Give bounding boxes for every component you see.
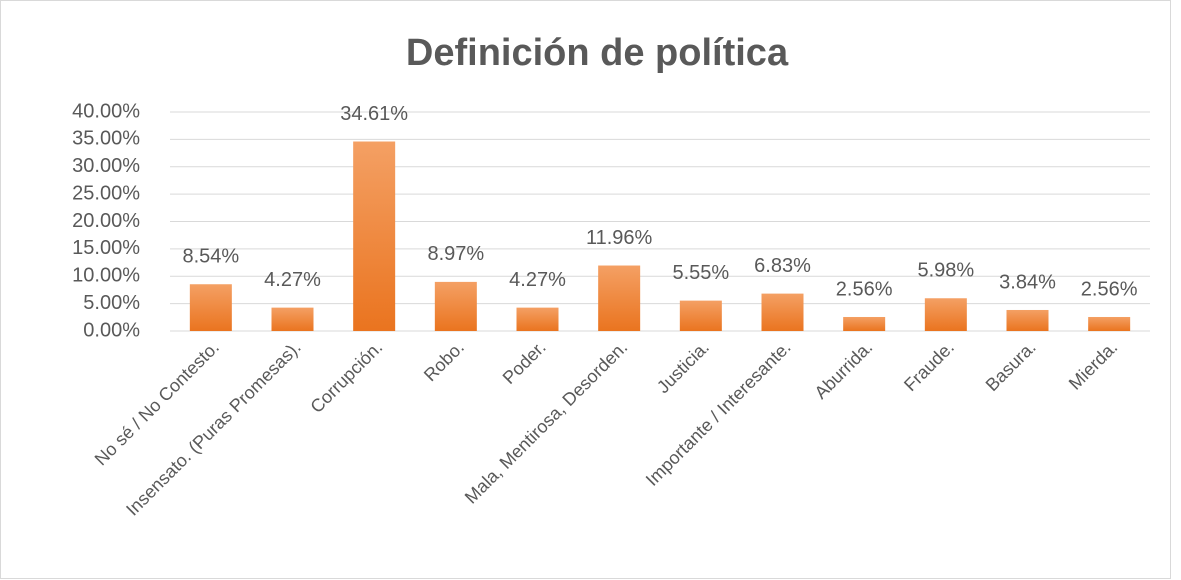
data-label: 4.27%: [509, 269, 566, 291]
y-tick-label: 35.00%: [72, 128, 140, 150]
bar: [189, 284, 232, 331]
bar: [598, 265, 641, 331]
y-tick-label: 20.00%: [72, 210, 140, 232]
y-tick-label: 10.00%: [72, 265, 140, 287]
data-label: 5.98%: [917, 260, 974, 282]
y-tick-label: 0.00%: [83, 319, 140, 341]
data-label: 34.61%: [340, 103, 408, 125]
bar: [353, 141, 396, 331]
data-label: 2.56%: [836, 278, 893, 300]
data-label: 6.83%: [754, 255, 811, 277]
bar: [924, 298, 967, 331]
bar: [434, 281, 477, 331]
chart-title: Definición de política: [406, 32, 789, 74]
y-tick-label: 30.00%: [72, 155, 140, 177]
bar: [679, 300, 722, 331]
y-tick-label: 15.00%: [72, 237, 140, 259]
bar: [516, 307, 559, 331]
data-label: 8.54%: [182, 246, 239, 268]
bar: [761, 293, 804, 331]
data-label: 11.96%: [586, 227, 653, 249]
bar: [843, 316, 886, 331]
bar: [1006, 309, 1049, 331]
bar: [1088, 316, 1131, 331]
data-label: 4.27%: [264, 269, 321, 291]
data-label: 5.55%: [672, 262, 729, 284]
y-tick-label: 25.00%: [72, 182, 140, 204]
y-tick-label: 5.00%: [83, 292, 140, 314]
y-tick-label: 40.00%: [72, 100, 140, 122]
data-label: 8.97%: [427, 243, 484, 265]
data-label: 3.84%: [999, 271, 1056, 293]
data-label: 2.56%: [1081, 278, 1138, 300]
bar: [271, 307, 314, 331]
